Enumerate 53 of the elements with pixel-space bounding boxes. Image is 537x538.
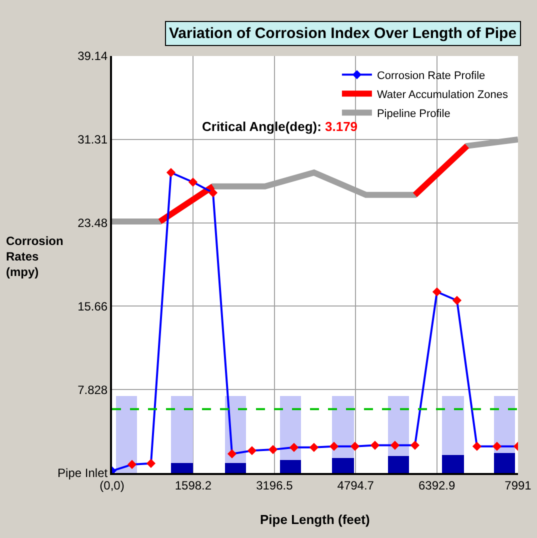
- point: [227, 449, 237, 458]
- point: [432, 287, 442, 296]
- bar: [388, 456, 409, 473]
- x-axis-title: Pipe Length (feet): [260, 512, 370, 527]
- y-tick-label: 23.48: [78, 216, 108, 230]
- point: [410, 440, 420, 450]
- bar: [442, 455, 464, 473]
- point: [329, 442, 339, 451]
- legend-label: Pipeline Profile: [376, 108, 450, 120]
- point: [452, 296, 462, 305]
- bar: [332, 396, 354, 458]
- bar: [494, 453, 515, 473]
- point: [146, 458, 156, 468]
- point: [268, 445, 278, 454]
- bar: [225, 463, 246, 473]
- bar: [280, 460, 301, 473]
- point: [289, 442, 299, 452]
- point: [127, 460, 137, 470]
- point: [370, 440, 380, 450]
- bar: [171, 463, 193, 473]
- point: [472, 442, 482, 451]
- x-tick-label: 6392.9: [418, 478, 456, 492]
- annotation: 3.179: [325, 119, 358, 134]
- y-tick-label: 39.14: [78, 49, 108, 64]
- point: [188, 178, 198, 187]
- point: [350, 442, 360, 451]
- legend-label: Corrosion Rate Profile: [376, 70, 486, 82]
- bar: [388, 396, 409, 456]
- point: [492, 442, 502, 451]
- y-tick-label: 7.828: [78, 382, 108, 397]
- bar: [332, 458, 354, 473]
- y-tick-label: 31.31: [78, 132, 108, 147]
- bar: [116, 396, 137, 473]
- legend-label: Water Accumulation Zones: [376, 88, 508, 101]
- annotation: Critical Angle(deg):: [202, 119, 322, 134]
- bar: [280, 396, 301, 460]
- bar: [442, 396, 464, 455]
- x-tick-label: 1598.2: [174, 478, 212, 492]
- point: [390, 440, 400, 450]
- y-tick-label: 15.66: [78, 299, 108, 314]
- x-tick-label: 4794.7: [337, 478, 374, 492]
- bar: [494, 396, 515, 453]
- point: [309, 442, 319, 452]
- x-tick-label: (0,0): [100, 478, 124, 492]
- y-tick-label: Pipe Inlet: [58, 466, 108, 480]
- point: [247, 446, 257, 456]
- bar: [171, 396, 193, 463]
- x-tick-label: 3196.5: [256, 478, 294, 492]
- chart-title: Variation of Corrosion Index Over Length of Pipe: [169, 25, 517, 42]
- x-tick-label: 7991: [504, 478, 532, 492]
- y-axis-title: Corrosion Rates (mpy): [6, 234, 64, 280]
- point: [208, 188, 218, 198]
- point: [166, 168, 176, 178]
